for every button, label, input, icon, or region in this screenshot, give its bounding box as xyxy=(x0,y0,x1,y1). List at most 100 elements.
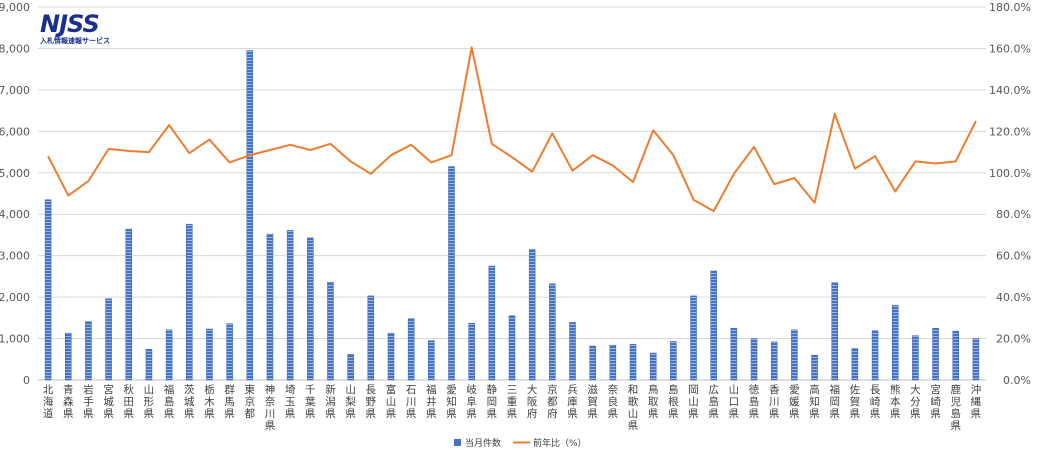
bar xyxy=(468,322,475,381)
right-axis-tick-label: 40.0% xyxy=(996,291,1031,304)
gridlines xyxy=(38,6,986,381)
bar xyxy=(367,295,375,381)
category-label: 秋田県 xyxy=(124,383,135,420)
category-label: 静岡県 xyxy=(487,383,498,420)
legend: 当月件数 前年比（%） xyxy=(454,437,587,449)
category-label: 岐阜県 xyxy=(466,383,477,420)
category-label: 愛媛県 xyxy=(789,383,800,420)
bar xyxy=(589,345,596,381)
category-label: 宮城県 xyxy=(103,383,114,420)
category-label: 鳥取県 xyxy=(648,383,659,420)
bar xyxy=(448,166,455,381)
bar xyxy=(831,282,838,381)
bar xyxy=(770,341,778,381)
bar xyxy=(488,265,496,381)
left-axis-tick-label: 2,000 xyxy=(0,291,30,304)
right-axis-ticks: 0.0% 20.0% 40.0% 60.0% 80.0% 100.0% 120.0% 140.… xyxy=(989,1,1031,387)
bar xyxy=(670,341,677,381)
bar xyxy=(851,348,859,381)
category-label: 茨城県 xyxy=(184,383,195,420)
category-label: 石川県 xyxy=(406,384,417,420)
category-label: 大阪府 xyxy=(527,383,538,420)
category-label: 三重県 xyxy=(507,384,518,420)
bar xyxy=(347,354,354,381)
category-label: 広島県 xyxy=(708,383,719,420)
category-label: 大分県 xyxy=(910,383,921,420)
bar xyxy=(932,327,939,381)
bar xyxy=(549,283,556,381)
bar xyxy=(710,270,717,381)
bar xyxy=(912,335,919,381)
line-path xyxy=(47,46,977,213)
right-axis-tick-label: 80.0% xyxy=(996,208,1031,221)
bar xyxy=(387,332,395,381)
bar xyxy=(649,352,657,381)
bar xyxy=(226,323,233,381)
bar xyxy=(528,249,536,381)
category-label: 島根県 xyxy=(668,383,679,420)
bar xyxy=(85,321,92,381)
bar xyxy=(246,50,254,381)
category-label: 群馬県 xyxy=(224,383,235,420)
category-label: 山梨県 xyxy=(345,384,356,420)
bar xyxy=(125,228,133,381)
bar xyxy=(508,315,516,381)
right-axis-tick-label: 140.0% xyxy=(989,84,1031,97)
category-label: 岩手県 xyxy=(83,383,94,420)
left-axis-tick-label: 7,000 xyxy=(0,84,30,97)
bar xyxy=(307,237,314,381)
category-label: 長野県 xyxy=(366,384,377,420)
bar xyxy=(206,328,213,381)
bar xyxy=(811,354,818,381)
category-label: 香川県 xyxy=(769,384,780,420)
category-label: 山形県 xyxy=(144,384,155,420)
category-label: 滋賀県 xyxy=(587,383,598,420)
right-axis-tick-label: 0.0% xyxy=(1003,374,1031,387)
category-label: 宮崎県 xyxy=(930,383,941,420)
left-axis-tick-label: 3,000 xyxy=(0,250,30,263)
bar xyxy=(428,340,435,381)
category-label: 福島県 xyxy=(164,383,175,420)
category-label: 岡山県 xyxy=(688,384,699,420)
legend-bar-label: 当月件数 xyxy=(465,437,501,449)
bar xyxy=(407,318,415,381)
bar xyxy=(105,298,112,381)
category-label: 徳島県 xyxy=(749,383,760,420)
bar xyxy=(145,349,153,381)
right-axis-tick-label: 160.0% xyxy=(989,42,1031,55)
category-label: 千葉県 xyxy=(305,384,316,420)
category-label: 熊本県 xyxy=(890,383,901,420)
category-label: 兵庫県 xyxy=(567,383,578,420)
bar xyxy=(65,332,72,381)
right-axis-tick-label: 20.0% xyxy=(996,333,1031,346)
category-label: 山口県 xyxy=(729,384,740,420)
bar xyxy=(750,338,758,381)
left-axis-ticks: 0 1,000 2,000 3,000 4,000 5,000 6,000 7,000 8,00… xyxy=(0,1,30,387)
line-series xyxy=(47,46,977,213)
category-label: 富山県 xyxy=(386,383,397,420)
category-label: 佐賀県 xyxy=(850,383,861,420)
left-axis-tick-label: 4,000 xyxy=(0,208,30,221)
category-label: 埼玉県 xyxy=(285,383,296,420)
right-axis-tick-label: 120.0% xyxy=(989,125,1031,138)
category-label: 京都府 xyxy=(547,383,558,420)
category-label: 和歌山県 xyxy=(628,384,639,432)
bar xyxy=(286,230,294,381)
bar xyxy=(165,329,173,381)
left-axis-tick-label: 9,000 xyxy=(0,1,30,14)
bar xyxy=(791,329,798,381)
category-label: 沖縄県 xyxy=(971,383,982,420)
category-label: 愛知県 xyxy=(446,383,457,420)
right-axis-tick-label: 60.0% xyxy=(996,250,1031,263)
left-axis-tick-label: 8,000 xyxy=(0,42,30,55)
category-label: 奈良県 xyxy=(608,383,619,420)
bar xyxy=(186,223,193,381)
legend-bar-swatch xyxy=(454,439,461,446)
left-axis-tick-label: 0 xyxy=(23,374,30,387)
category-label: 栃木県 xyxy=(204,383,215,420)
bar-series xyxy=(44,50,980,381)
category-label: 鹿児島県 xyxy=(950,383,961,432)
right-axis-tick-label: 180.0% xyxy=(989,1,1031,14)
bar xyxy=(629,344,637,381)
